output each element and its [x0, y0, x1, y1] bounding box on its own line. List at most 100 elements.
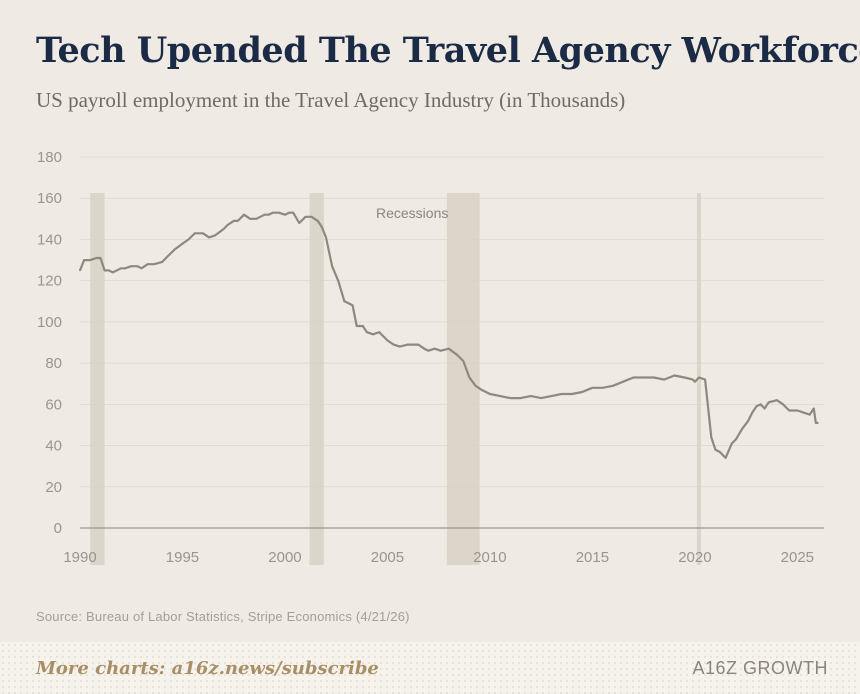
data-point — [89, 259, 92, 261]
data-point — [337, 279, 340, 282]
data-point — [378, 331, 381, 334]
data-point — [704, 378, 707, 381]
chart-title: Tech Upended The Travel Agency Workforce — [36, 30, 860, 71]
data-point — [95, 257, 98, 259]
data-point — [698, 376, 700, 379]
x-tick-label-2005: 2005 — [371, 549, 404, 566]
data-point — [782, 403, 784, 406]
data-point — [236, 219, 239, 222]
data-point — [696, 378, 698, 381]
data-point — [146, 263, 149, 266]
x-tick-label-2010: 2010 — [473, 549, 506, 566]
data-point — [79, 269, 81, 272]
x-tick-label-2000: 2000 — [268, 549, 301, 566]
data-point — [361, 325, 364, 327]
data-point — [187, 238, 190, 241]
data-point — [316, 219, 319, 222]
data-point — [691, 378, 694, 381]
x-tick-label-1990: 1990 — [63, 549, 96, 566]
data-point — [366, 331, 368, 334]
data-point — [530, 395, 532, 397]
data-point — [730, 442, 733, 445]
data-point — [683, 376, 686, 379]
data-point — [292, 211, 295, 214]
data-point — [741, 428, 743, 430]
data-point — [351, 304, 354, 307]
data-point — [325, 236, 327, 239]
data-point — [222, 228, 225, 231]
data-point — [347, 302, 350, 305]
data-point — [427, 349, 430, 352]
data-point — [130, 265, 133, 268]
subscribe-link[interactable]: More charts: a16z.news/subscribe — [36, 658, 379, 679]
data-point — [255, 217, 258, 220]
data-point — [320, 226, 323, 228]
data-point — [802, 411, 805, 414]
data-point — [343, 300, 346, 303]
data-point — [489, 393, 491, 395]
data-point — [226, 224, 229, 226]
data-point — [331, 265, 333, 268]
data-point — [277, 211, 280, 214]
brand-logo: A16Z GROWTH — [692, 658, 828, 678]
data-point — [99, 257, 102, 259]
recession-bands — [90, 193, 702, 565]
data-point — [462, 360, 465, 362]
data-point — [509, 397, 512, 400]
data-point — [263, 213, 266, 216]
data-point — [718, 450, 721, 453]
data-point — [208, 236, 211, 239]
data-point — [288, 211, 290, 214]
y-tick-label-160: 160 — [37, 190, 62, 207]
data-point — [734, 438, 737, 441]
x-tick-label-2020: 2020 — [678, 549, 711, 566]
data-point — [193, 232, 196, 235]
data-point — [652, 376, 655, 379]
data-point — [417, 343, 420, 346]
data-point — [386, 339, 389, 342]
data-point — [693, 380, 696, 383]
data-point — [540, 397, 543, 400]
recession-band-2 — [309, 193, 324, 565]
data-point — [519, 397, 522, 400]
y-tick-label-140: 140 — [37, 231, 62, 248]
data-point — [448, 347, 450, 350]
footer-bar: More charts: a16z.news/subscribe A16Z GR… — [0, 642, 860, 694]
data-point — [456, 353, 459, 356]
data-point — [398, 345, 401, 348]
y-tick-label-0: 0 — [54, 520, 62, 537]
data-point — [407, 343, 409, 346]
data-point — [724, 457, 727, 459]
data-point — [710, 436, 713, 439]
data-point — [107, 269, 110, 272]
data-point — [759, 403, 762, 406]
chart-subtitle: US payroll employment in the Travel Agen… — [36, 88, 626, 112]
data-point — [642, 376, 645, 379]
data-point — [571, 393, 573, 395]
data-point — [747, 419, 750, 422]
line-chart: 0 20 40 60 80 100 120 140 160 180 1990 1995 2000 2005… — [37, 149, 824, 566]
data-point — [120, 267, 122, 270]
data-point — [550, 395, 553, 397]
data-point — [355, 325, 358, 327]
data-point — [267, 213, 270, 216]
x-tick-label-2015: 2015 — [576, 549, 609, 566]
data-point — [499, 395, 502, 397]
data-point — [439, 349, 442, 352]
data-point — [271, 211, 274, 214]
data-point — [173, 248, 176, 251]
data-point — [433, 347, 436, 350]
data-point — [763, 407, 766, 410]
data-point — [423, 347, 426, 350]
data-point — [392, 343, 395, 346]
y-tick-label-80: 80 — [45, 355, 62, 372]
data-point — [284, 213, 286, 216]
data-point — [372, 333, 374, 336]
data-point — [775, 399, 778, 402]
y-tick-label-60: 60 — [45, 396, 62, 413]
y-tick-label-20: 20 — [45, 479, 62, 496]
data-point — [812, 407, 815, 410]
data-point — [480, 389, 483, 391]
data-point — [591, 386, 594, 389]
data-point — [788, 409, 791, 412]
